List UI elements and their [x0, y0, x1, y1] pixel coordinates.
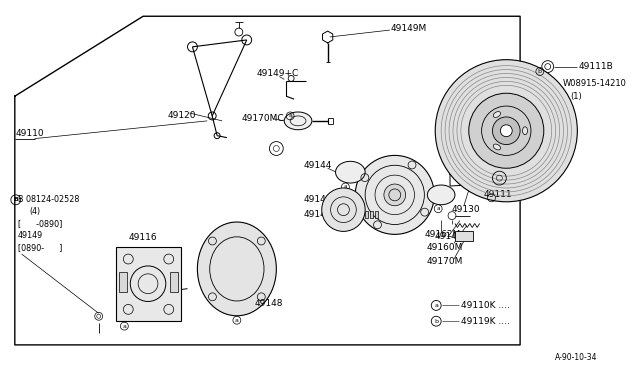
Text: 49162M: 49162M	[424, 230, 461, 239]
Ellipse shape	[335, 161, 365, 183]
Text: 49111: 49111	[484, 190, 512, 199]
Text: a: a	[435, 303, 438, 308]
Text: [0890-      ]: [0890- ]	[18, 243, 62, 252]
Bar	[120, 272, 127, 292]
Text: W08915-14210: W08915-14210	[563, 79, 627, 88]
Circle shape	[500, 125, 512, 137]
Text: a: a	[344, 185, 347, 189]
Text: 49145: 49145	[435, 232, 463, 241]
Text: 49144: 49144	[304, 161, 332, 170]
Bar	[116, 247, 180, 321]
Circle shape	[322, 188, 365, 231]
Text: 49110K ....: 49110K ....	[461, 301, 510, 310]
Bar	[455, 231, 473, 241]
Text: 49149+C: 49149+C	[257, 69, 299, 78]
Text: 49148: 49148	[304, 210, 332, 219]
Text: 49120: 49120	[168, 112, 196, 121]
Text: b: b	[434, 319, 438, 324]
Text: a: a	[288, 113, 292, 118]
Text: 49149: 49149	[18, 231, 43, 240]
Text: 49170M: 49170M	[426, 257, 463, 266]
Ellipse shape	[197, 222, 276, 316]
Text: B 08124-02528: B 08124-02528	[18, 195, 79, 204]
Circle shape	[435, 60, 577, 202]
Text: 49149M: 49149M	[391, 23, 427, 33]
Circle shape	[492, 117, 520, 145]
Circle shape	[468, 93, 544, 168]
Bar	[365, 211, 368, 218]
Text: 49130: 49130	[452, 205, 481, 214]
Text: b: b	[490, 195, 493, 201]
Text: a: a	[235, 318, 239, 323]
Bar	[170, 272, 178, 292]
Text: 49119K ....: 49119K ....	[461, 317, 510, 326]
Text: 49111B: 49111B	[579, 62, 613, 71]
Text: B: B	[13, 197, 18, 202]
Text: (1): (1)	[570, 92, 582, 101]
Text: 49140: 49140	[304, 195, 332, 204]
Text: 49148: 49148	[255, 299, 283, 308]
Text: [      -0890]: [ -0890]	[18, 219, 62, 228]
Bar	[375, 211, 378, 218]
Ellipse shape	[284, 112, 312, 130]
Text: (4): (4)	[29, 207, 41, 216]
Ellipse shape	[493, 112, 500, 118]
Ellipse shape	[355, 155, 435, 234]
Text: b: b	[538, 69, 542, 74]
Text: 49170MC: 49170MC	[242, 114, 284, 124]
Ellipse shape	[523, 127, 527, 135]
Text: a: a	[436, 206, 440, 211]
Text: a: a	[122, 324, 126, 328]
Ellipse shape	[493, 144, 500, 150]
Ellipse shape	[428, 185, 455, 205]
Bar	[370, 211, 373, 218]
Text: A-90-10-34: A-90-10-34	[555, 353, 597, 362]
Text: 49160M: 49160M	[426, 243, 463, 252]
Text: 49116: 49116	[128, 233, 157, 242]
Text: 49110: 49110	[16, 129, 44, 138]
Ellipse shape	[384, 184, 406, 206]
